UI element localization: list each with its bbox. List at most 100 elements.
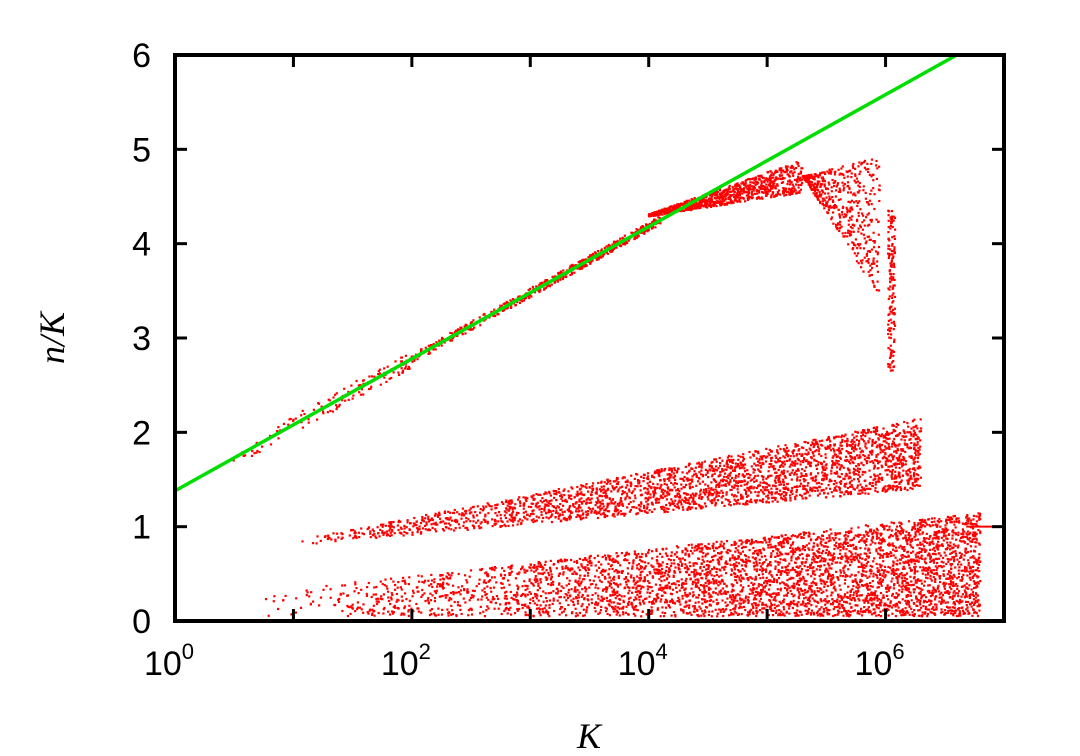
- data-point: [803, 474, 806, 477]
- data-point: [836, 466, 839, 469]
- data-point: [913, 472, 916, 475]
- data-point: [863, 166, 867, 169]
- data-point: [751, 181, 754, 184]
- data-point: [269, 443, 273, 446]
- data-point: [889, 460, 892, 463]
- data-point: [578, 266, 581, 269]
- data-point: [872, 430, 875, 433]
- data-point: [656, 483, 659, 486]
- data-point: [531, 502, 535, 505]
- data-point: [855, 465, 858, 468]
- data-point: [890, 215, 894, 218]
- data-point: [658, 471, 661, 474]
- data-point: [360, 527, 363, 530]
- data-point: [833, 171, 836, 174]
- data-point: [371, 528, 374, 531]
- data-point: [736, 196, 739, 199]
- data-point: [790, 471, 793, 474]
- data-point: [826, 473, 829, 476]
- data-point: [511, 512, 514, 515]
- data-point: [876, 429, 879, 433]
- data-point: [581, 264, 584, 267]
- data-point: [827, 192, 830, 195]
- data-point: [799, 172, 802, 175]
- data-point: [698, 497, 701, 500]
- data-point: [507, 524, 510, 527]
- data-point: [724, 194, 727, 197]
- data-point: [407, 365, 410, 368]
- data-point: [887, 256, 890, 260]
- data-point: [648, 214, 651, 217]
- data-point: [556, 505, 559, 508]
- data-point: [553, 506, 556, 509]
- data-point: [587, 490, 590, 493]
- data-point: [857, 471, 861, 474]
- data-point: [698, 463, 701, 466]
- data-point: [700, 466, 703, 469]
- data-point: [861, 212, 864, 215]
- data-point: [891, 424, 894, 427]
- data-point: [865, 487, 868, 490]
- data-point: [707, 476, 710, 479]
- data-point: [646, 488, 649, 491]
- data-point: [829, 478, 832, 481]
- data-point: [908, 479, 911, 482]
- data-point: [421, 527, 425, 530]
- data-point: [872, 478, 875, 481]
- data-point: [890, 445, 894, 448]
- data-point: [754, 464, 758, 467]
- data-point: [623, 234, 626, 237]
- data-point: [911, 420, 914, 423]
- data-point: [677, 467, 680, 470]
- data-point: [432, 342, 435, 346]
- data-point: [383, 376, 386, 379]
- data-point: [757, 174, 760, 178]
- data-point: [730, 493, 734, 496]
- data-point: [859, 451, 862, 454]
- data-point: [904, 460, 908, 463]
- data-point: [596, 502, 599, 505]
- data-point: [636, 235, 639, 238]
- data-point: [692, 204, 695, 207]
- data-point: [607, 510, 611, 513]
- data-point: [754, 490, 757, 494]
- data-point: [542, 516, 545, 520]
- data-point: [644, 510, 647, 514]
- data-point: [879, 448, 882, 451]
- data-point: [655, 211, 658, 214]
- data-point: [776, 184, 779, 187]
- data-point: [549, 510, 552, 513]
- data-point: [663, 511, 666, 514]
- data-point: [528, 296, 531, 300]
- data-point: [663, 482, 666, 486]
- data-point: [723, 203, 726, 206]
- data-point: [621, 242, 624, 245]
- data-point: [392, 526, 395, 529]
- data-point: [464, 332, 467, 335]
- data-point: [832, 447, 835, 450]
- data-point: [819, 202, 822, 205]
- data-point: [662, 508, 666, 512]
- data-point: [436, 515, 440, 518]
- data-point: [841, 165, 844, 168]
- data-point: [887, 485, 890, 488]
- data-point: [888, 437, 891, 440]
- data-point: [502, 502, 505, 505]
- data-point: [839, 220, 842, 223]
- data-point: [900, 449, 903, 452]
- data-point: [786, 483, 789, 486]
- data-point: [836, 472, 839, 475]
- data-point: [879, 444, 882, 447]
- data-point: [669, 502, 672, 505]
- data-point: [728, 473, 731, 476]
- data-point: [420, 350, 423, 353]
- data-point: [713, 499, 716, 502]
- data-point: [575, 510, 578, 513]
- data-point: [762, 475, 765, 479]
- data-point: [658, 498, 661, 501]
- data-point: [684, 465, 687, 468]
- data-point: [562, 586, 565, 590]
- data-point: [585, 502, 588, 505]
- data-point: [575, 501, 578, 504]
